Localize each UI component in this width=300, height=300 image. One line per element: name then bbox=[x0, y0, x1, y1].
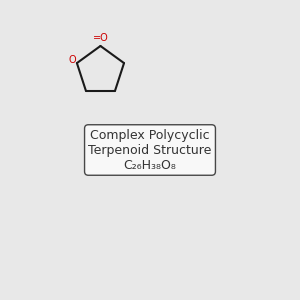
Text: Complex Polycyclic
Terpenoid Structure
C₂₆H₃₈O₈: Complex Polycyclic Terpenoid Structure C… bbox=[88, 128, 212, 172]
Text: =O: =O bbox=[93, 33, 108, 43]
Text: O: O bbox=[68, 55, 76, 65]
